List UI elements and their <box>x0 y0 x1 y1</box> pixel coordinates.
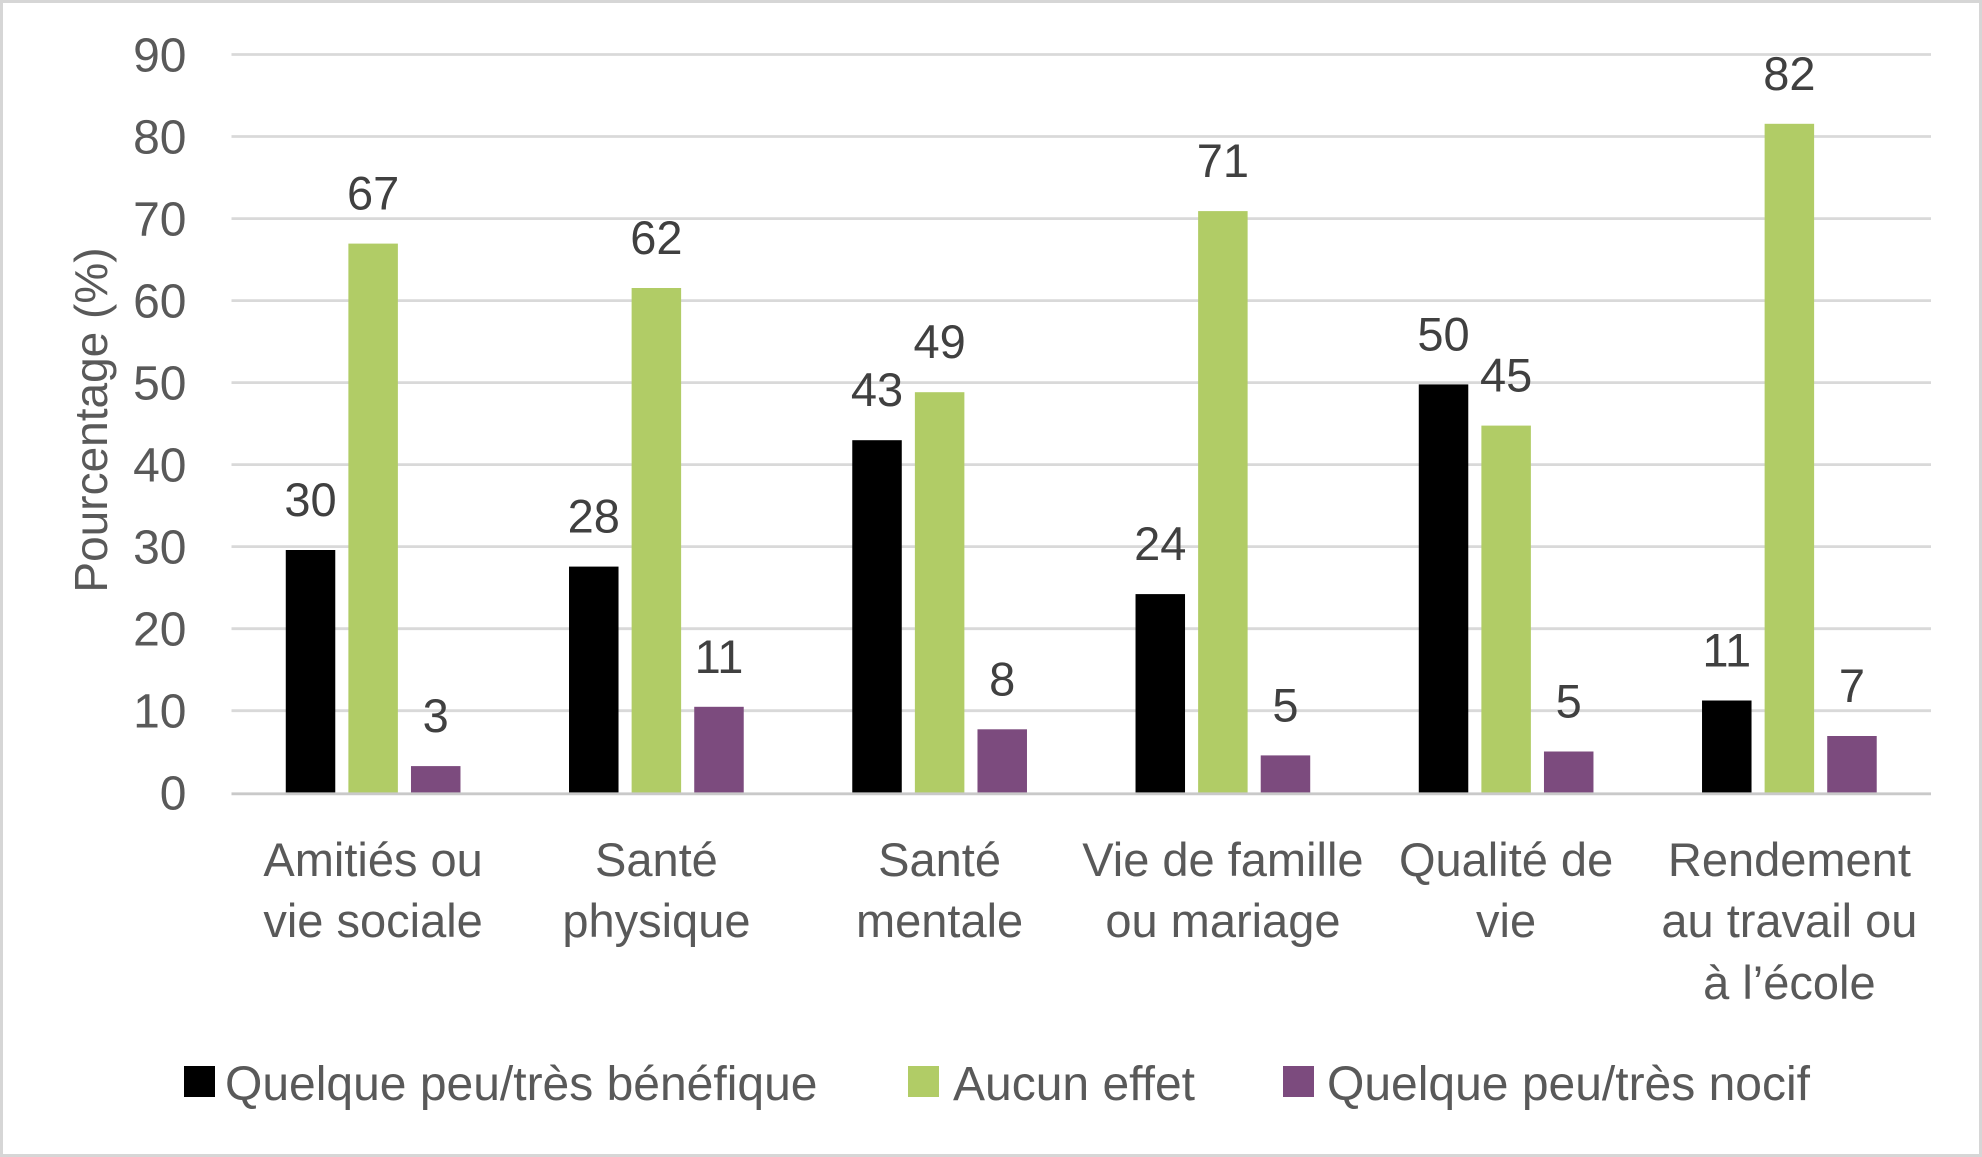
svg-text:0: 0 <box>160 768 187 821</box>
svg-text:au travail ou: au travail ou <box>1661 894 1917 947</box>
svg-text:28: 28 <box>568 490 620 543</box>
svg-text:8: 8 <box>989 652 1015 705</box>
svg-text:80: 80 <box>133 111 186 164</box>
svg-text:5: 5 <box>1272 678 1298 731</box>
svg-text:3: 3 <box>423 689 449 742</box>
svg-text:Aucun effet: Aucun effet <box>953 1058 1195 1111</box>
svg-text:40: 40 <box>133 439 186 492</box>
svg-text:11: 11 <box>1702 624 1751 677</box>
svg-text:30: 30 <box>133 521 186 574</box>
svg-text:Qualité de: Qualité de <box>1399 833 1613 886</box>
svg-text:43: 43 <box>851 363 903 416</box>
svg-text:67: 67 <box>347 167 399 220</box>
svg-text:ou mariage: ou mariage <box>1105 894 1340 947</box>
svg-text:à l’école: à l’école <box>1703 956 1875 1009</box>
svg-text:10: 10 <box>133 686 186 739</box>
svg-text:90: 90 <box>133 29 186 82</box>
svg-text:mentale: mentale <box>856 894 1023 947</box>
svg-text:Santé: Santé <box>595 833 718 886</box>
svg-text:20: 20 <box>133 604 186 657</box>
svg-text:vie sociale: vie sociale <box>263 894 482 947</box>
svg-text:Amitiés ou: Amitiés ou <box>263 833 482 886</box>
svg-text:71: 71 <box>1197 134 1249 187</box>
svg-text:Vie de famille: Vie de famille <box>1082 833 1363 886</box>
svg-text:Pourcentage (%): Pourcentage (%) <box>65 247 117 592</box>
svg-text:5: 5 <box>1556 675 1582 728</box>
svg-text:70: 70 <box>133 193 186 246</box>
svg-text:Quelque peu/très bénéfique: Quelque peu/très bénéfique <box>225 1058 817 1111</box>
svg-text:physique: physique <box>562 894 750 947</box>
svg-text:vie: vie <box>1476 894 1536 947</box>
svg-text:Quelque peu/très nocif: Quelque peu/très nocif <box>1327 1058 1811 1111</box>
svg-text:Rendement: Rendement <box>1668 833 1911 886</box>
svg-text:50: 50 <box>1417 307 1469 360</box>
svg-text:30: 30 <box>284 473 336 526</box>
svg-text:45: 45 <box>1480 349 1532 402</box>
svg-text:60: 60 <box>133 275 186 328</box>
svg-text:7: 7 <box>1839 659 1865 712</box>
svg-text:Santé: Santé <box>878 833 1001 886</box>
svg-text:24: 24 <box>1134 517 1186 570</box>
svg-text:11: 11 <box>695 630 744 683</box>
svg-text:49: 49 <box>913 315 965 368</box>
svg-text:82: 82 <box>1763 47 1815 100</box>
svg-text:50: 50 <box>133 357 186 410</box>
svg-text:62: 62 <box>630 211 682 264</box>
